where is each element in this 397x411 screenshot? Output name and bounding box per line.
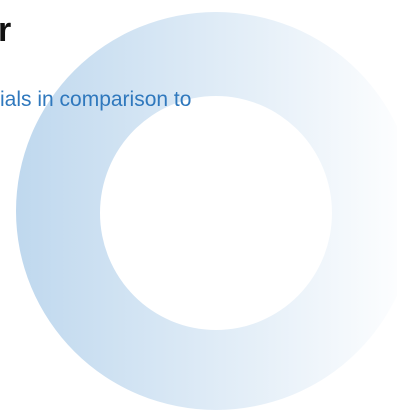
subtitle-fragment: ials in comparison to	[0, 88, 192, 111]
heading-fragment: r	[0, 11, 12, 49]
ring-shape	[16, 12, 397, 410]
